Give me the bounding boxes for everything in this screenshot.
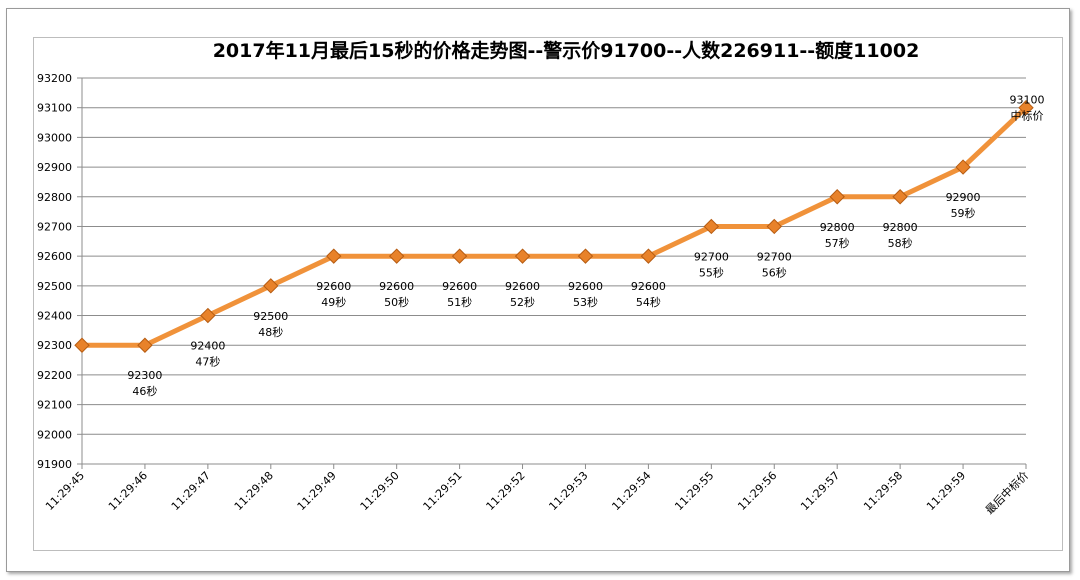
data-label-second-10: 55秒 xyxy=(699,265,724,279)
xtick-label-14: 11:29:59 xyxy=(924,469,968,513)
marker-point-15 xyxy=(1018,99,1034,116)
data-label-value-8: 92600 xyxy=(568,280,603,293)
data-label-value-15: 93100 xyxy=(1010,94,1045,107)
y-axis-ticks: 91900 92000 92100 92200 92300 92400 92500 92600… xyxy=(37,72,72,471)
data-label-second-12: 57秒 xyxy=(825,236,850,250)
marker-point-7 xyxy=(514,248,531,264)
series-price xyxy=(79,105,1029,348)
chart-frame xyxy=(6,8,1070,572)
x-axis-ticks: 11:29:45 11:29:46 11:29:47 11:29:48 11:29:49… xyxy=(43,464,1031,517)
data-label-second-1: 46秒 xyxy=(132,384,157,398)
ytick-label-92900: 92900 xyxy=(37,161,72,174)
series-markers xyxy=(74,99,1034,353)
marker-point-4 xyxy=(326,248,342,264)
data-label-value-2: 92400 xyxy=(190,340,225,353)
data-label-second-7: 52秒 xyxy=(510,295,535,309)
data-label-second-14: 59秒 xyxy=(951,206,976,220)
marker-point-6 xyxy=(451,248,468,264)
marker-point-11 xyxy=(766,218,782,235)
marker-point-5 xyxy=(388,248,405,264)
marker-point-12 xyxy=(829,189,845,205)
marker-point-8 xyxy=(577,248,594,264)
data-labels: 92300 46秒 92400 47秒 92500 48秒 92600 49秒 92600 50秒… xyxy=(127,94,1044,399)
ytick-label-92600: 92600 xyxy=(37,250,72,263)
data-label-second-4: 49秒 xyxy=(321,295,346,309)
data-label-value-13: 92800 xyxy=(883,221,918,234)
ytick-label-93100: 93100 xyxy=(37,102,72,115)
marker-point-3 xyxy=(263,278,279,294)
series-line xyxy=(79,105,1029,348)
data-label-second-5: 50秒 xyxy=(384,295,409,309)
data-label-value-4: 92600 xyxy=(316,280,351,293)
data-label-value-3: 92500 xyxy=(253,310,288,323)
ytick-label-92500: 92500 xyxy=(37,280,72,293)
data-label-value-9: 92600 xyxy=(631,280,666,293)
marker-point-2 xyxy=(200,307,216,324)
ytick-label-92000: 92000 xyxy=(37,428,72,441)
data-label-value-14: 92900 xyxy=(946,191,981,204)
marker-point-9 xyxy=(640,248,657,264)
data-label-value-12: 92800 xyxy=(820,221,855,234)
marker-point-10 xyxy=(703,218,720,235)
xtick-label-6: 11:29:51 xyxy=(421,469,465,513)
data-label-second-2: 47秒 xyxy=(195,355,220,369)
marker-point-13 xyxy=(892,189,908,205)
data-label-second-15: 中标价 xyxy=(1011,109,1044,123)
data-label-second-11: 56秒 xyxy=(762,265,787,279)
ytick-label-93200: 93200 xyxy=(37,72,72,85)
grid-lines xyxy=(77,77,1026,465)
data-label-second-9: 54秒 xyxy=(636,295,661,309)
marker-point-14 xyxy=(955,159,971,175)
xtick-label-5: 11:29:50 xyxy=(358,469,402,513)
data-label-value-10: 92700 xyxy=(694,250,729,263)
data-label-value-1: 92300 xyxy=(127,369,162,382)
data-label-second-3: 48秒 xyxy=(258,325,283,339)
xtick-label-11: 11:29:56 xyxy=(735,469,779,513)
ytick-label-92700: 92700 xyxy=(37,220,72,233)
data-label-value-7: 92600 xyxy=(505,280,540,293)
xtick-label-7: 11:29:52 xyxy=(484,469,528,513)
ytick-label-92100: 92100 xyxy=(37,399,72,412)
ytick-label-92400: 92400 xyxy=(37,310,72,323)
marker-point-1 xyxy=(137,337,153,353)
data-label-value-5: 92600 xyxy=(379,280,414,293)
xtick-label-8: 11:29:53 xyxy=(546,469,590,513)
xtick-label-1: 11:29:46 xyxy=(106,469,150,513)
xtick-label-9: 11:29:54 xyxy=(609,469,653,513)
xtick-label-2: 11:29:47 xyxy=(169,469,213,513)
xtick-label-4: 11:29:49 xyxy=(295,469,339,513)
chart-inner-border xyxy=(33,37,1063,551)
data-label-value-11: 92700 xyxy=(757,250,792,263)
xtick-label-3: 11:29:48 xyxy=(232,469,276,513)
xtick-label-10: 11:29:55 xyxy=(672,469,716,513)
xtick-label-12: 11:29:57 xyxy=(798,469,842,513)
xtick-label-15: 最后中标价 xyxy=(982,468,1031,517)
ytick-label-92800: 92800 xyxy=(37,191,72,204)
ytick-label-91900: 91900 xyxy=(37,458,72,471)
chart-title: 2017年11月最后15秒的价格走势图--警示价91700--人数226911-… xyxy=(213,39,920,62)
ytick-label-92200: 92200 xyxy=(37,369,72,382)
xtick-label-13: 11:29:58 xyxy=(861,469,905,513)
data-label-value-6: 92600 xyxy=(442,280,477,293)
data-label-second-13: 58秒 xyxy=(888,236,913,250)
ytick-label-93000: 93000 xyxy=(37,131,72,144)
data-label-second-6: 51秒 xyxy=(447,295,472,309)
ytick-label-92300: 92300 xyxy=(37,339,72,352)
marker-point-0 xyxy=(74,337,90,353)
xtick-label-0: 11:29:45 xyxy=(43,469,87,513)
data-label-second-8: 53秒 xyxy=(573,295,598,309)
